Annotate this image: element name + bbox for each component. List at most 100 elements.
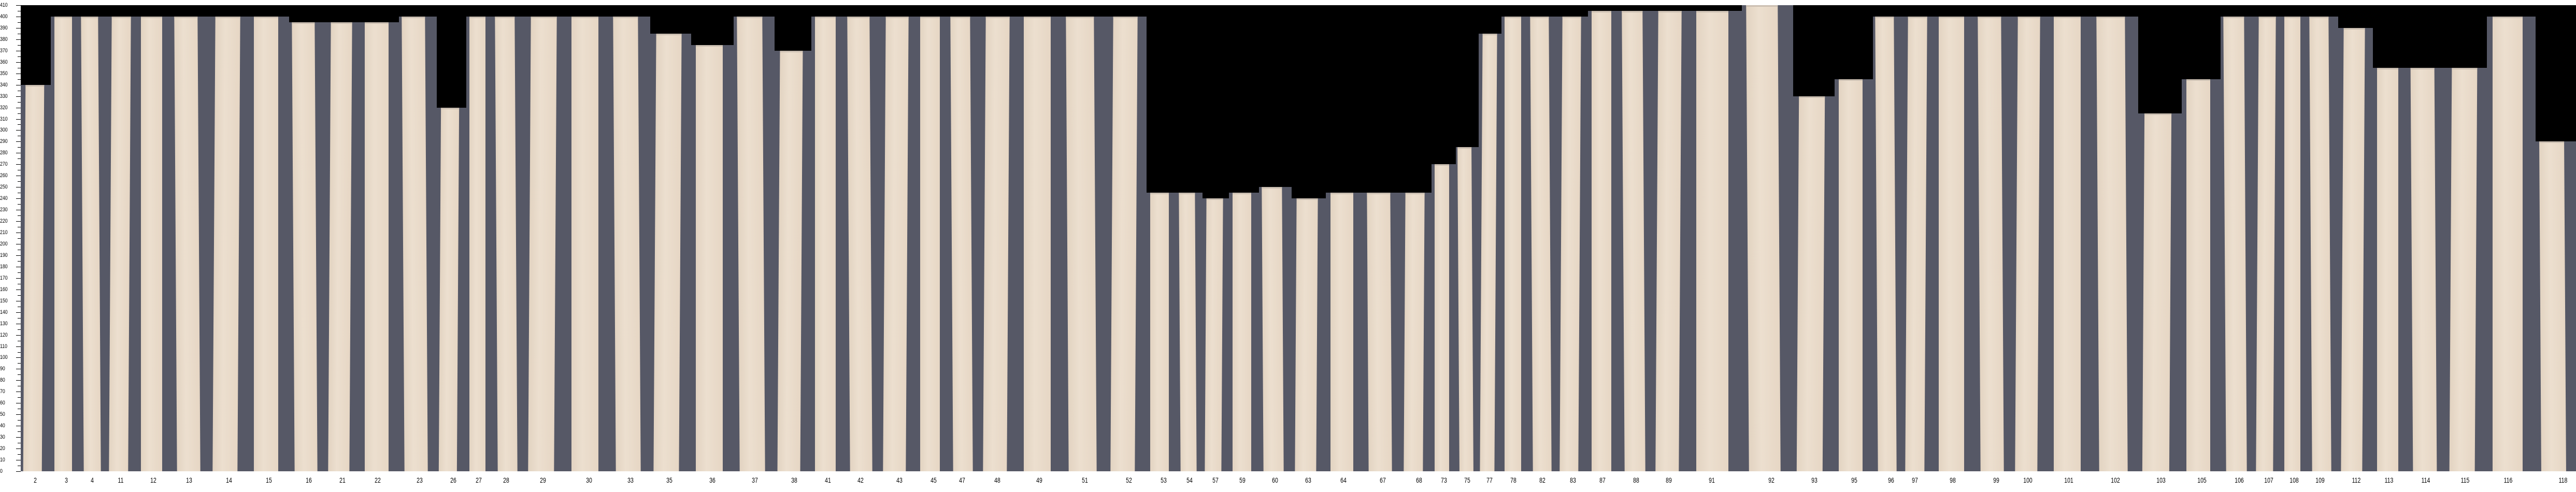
y-tick-label: 400 (0, 13, 8, 20)
x-tick-label: 95 (1851, 476, 1857, 484)
y-tick-label: 20 (0, 445, 5, 452)
y-tick-label: 380 (0, 36, 8, 42)
y-tick (18, 147, 21, 148)
x-tick-label: 49 (1036, 476, 1042, 484)
wood-plank (1591, 10, 1611, 471)
y-tick (18, 204, 21, 205)
sample-bar-41 (811, 16, 845, 471)
wood-plank (174, 16, 201, 471)
wood-plank (1530, 16, 1552, 471)
wood-plank (2309, 16, 2332, 471)
x-tick-label: 2 (34, 476, 37, 484)
x-tick-label: 63 (1305, 476, 1311, 484)
y-tick-label: 250 (0, 184, 8, 191)
y-tick (16, 448, 21, 450)
sample-bar-99 (1974, 16, 2012, 471)
x-tick-label: 87 (1599, 476, 1606, 484)
y-tick (16, 39, 21, 40)
x-tick-label: 42 (857, 476, 864, 484)
wood-plank (847, 16, 872, 471)
x-tick-label: 98 (1950, 476, 1956, 484)
wood-plank (328, 22, 353, 471)
sample-bar-48 (980, 16, 1019, 471)
sample-bar-54 (1177, 193, 1203, 471)
sample-bar-97 (1903, 16, 1934, 471)
sample-bar-118 (2536, 141, 2576, 471)
sample-bar-45 (917, 16, 948, 471)
sample-bar-115 (2445, 67, 2487, 471)
y-tick-label: 40 (0, 423, 5, 429)
wood-plank (212, 16, 240, 471)
y-tick (18, 56, 21, 57)
sample-bar-16 (289, 22, 326, 471)
sample-bar-12 (137, 16, 171, 471)
x-tick-label: 60 (1272, 476, 1278, 484)
wood-plank (1874, 16, 1897, 471)
sample-bar-83 (1557, 16, 1588, 471)
x-tick-label: 28 (503, 476, 509, 484)
y-axis: 0 10 20 30 40 50 60 70 80 90 100 110 120 130 140 150 160… (0, 0, 21, 492)
wood-plank (1655, 10, 1682, 471)
x-tick-label: 59 (1239, 476, 1246, 484)
y-tick (16, 255, 21, 256)
wood-plank (1796, 96, 1825, 471)
y-tick (18, 431, 21, 432)
x-tick-label: 23 (417, 476, 423, 484)
wood-plank (1696, 10, 1729, 471)
sample-bar-28 (492, 16, 525, 471)
wood-plank (1262, 187, 1284, 471)
y-tick (16, 198, 21, 199)
y-tick-label: 90 (0, 366, 5, 372)
x-tick-label: 96 (1888, 476, 1894, 484)
wood-plank (1559, 16, 1582, 471)
wood-plank (653, 33, 682, 471)
y-tick-label: 270 (0, 161, 8, 168)
sample-bar-107 (2254, 16, 2282, 471)
y-tick-label: 140 (0, 309, 8, 315)
wood-plank (1367, 193, 1392, 471)
y-tick (16, 130, 21, 131)
x-tick-label: 105 (2197, 476, 2207, 484)
wood-plank (1330, 193, 1354, 471)
wood-plank (54, 16, 72, 471)
x-tick-label: 113 (2384, 476, 2394, 484)
wood-plank (920, 16, 940, 471)
y-tick-label: 390 (0, 24, 8, 31)
y-tick (16, 471, 21, 472)
x-tick-label: 16 (306, 476, 312, 484)
x-tick-label: 15 (266, 476, 272, 484)
wood-plank (1622, 10, 1645, 471)
y-tick (18, 317, 21, 319)
x-tick-label: 77 (1486, 476, 1493, 484)
sample-bar-95 (1834, 79, 1873, 471)
x-tick-label: 106 (2235, 476, 2244, 484)
sample-bar-78 (1501, 16, 1528, 471)
x-tick-label: 68 (1416, 476, 1422, 484)
x-tick-label: 108 (2289, 476, 2299, 484)
y-tick-label: 210 (0, 229, 8, 236)
x-tick-label: 91 (1709, 476, 1715, 484)
y-tick-label: 100 (0, 354, 8, 361)
y-tick-label: 230 (0, 207, 8, 213)
y-tick-label: 160 (0, 286, 8, 293)
wood-plank (2015, 16, 2040, 471)
x-tick-label: 13 (186, 476, 192, 484)
wood-plank (253, 16, 279, 471)
sample-bar-26 (436, 107, 466, 471)
x-tick-label: 101 (2064, 476, 2073, 484)
x-tick-label: 107 (2264, 476, 2273, 484)
wood-plank (2539, 141, 2567, 471)
y-tick-label: 80 (0, 377, 5, 384)
wood-plank (141, 16, 163, 471)
y-tick-label: 170 (0, 274, 8, 281)
y-tick-label: 330 (0, 93, 8, 99)
sample-bar-13 (171, 16, 209, 471)
sample-bar-92 (1741, 5, 1793, 471)
y-tick (18, 113, 21, 114)
x-tick-label: 37 (752, 476, 758, 484)
sample-bar-101 (2048, 16, 2092, 471)
wood-plank (2284, 16, 2301, 471)
wood-plank (1150, 193, 1169, 471)
y-tick-label: 310 (0, 115, 8, 122)
y-tick (16, 5, 21, 6)
